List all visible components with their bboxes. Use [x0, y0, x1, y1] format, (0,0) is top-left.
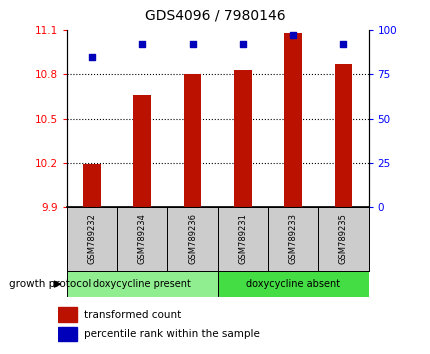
- Bar: [133, 95, 150, 207]
- Bar: [83, 164, 101, 207]
- Text: transformed count: transformed count: [83, 309, 181, 320]
- FancyBboxPatch shape: [217, 271, 368, 297]
- FancyBboxPatch shape: [67, 207, 117, 271]
- FancyBboxPatch shape: [167, 207, 217, 271]
- Text: GDS4096 / 7980146: GDS4096 / 7980146: [145, 9, 285, 23]
- Text: doxycycline present: doxycycline present: [93, 279, 191, 289]
- FancyBboxPatch shape: [267, 207, 317, 271]
- Text: GSM789231: GSM789231: [238, 213, 247, 264]
- Point: [189, 41, 196, 47]
- Text: GSM789233: GSM789233: [288, 213, 297, 264]
- Text: GSM789236: GSM789236: [187, 213, 197, 264]
- Text: growth protocol: growth protocol: [9, 279, 91, 289]
- Text: GSM789232: GSM789232: [87, 213, 96, 264]
- Text: percentile rank within the sample: percentile rank within the sample: [83, 329, 259, 339]
- FancyBboxPatch shape: [117, 207, 167, 271]
- Bar: [233, 70, 251, 207]
- Bar: [58, 307, 77, 322]
- Point: [138, 41, 145, 47]
- FancyBboxPatch shape: [317, 207, 368, 271]
- FancyBboxPatch shape: [217, 207, 267, 271]
- Text: GSM789234: GSM789234: [138, 213, 146, 264]
- FancyBboxPatch shape: [67, 271, 217, 297]
- Point: [289, 33, 296, 38]
- Bar: [334, 64, 351, 207]
- Bar: [58, 327, 77, 341]
- Point: [339, 41, 346, 47]
- Bar: [183, 74, 201, 207]
- Text: GSM789235: GSM789235: [338, 213, 347, 264]
- Point: [88, 54, 95, 59]
- Bar: [284, 33, 301, 207]
- Text: doxycycline absent: doxycycline absent: [246, 279, 339, 289]
- Point: [239, 41, 246, 47]
